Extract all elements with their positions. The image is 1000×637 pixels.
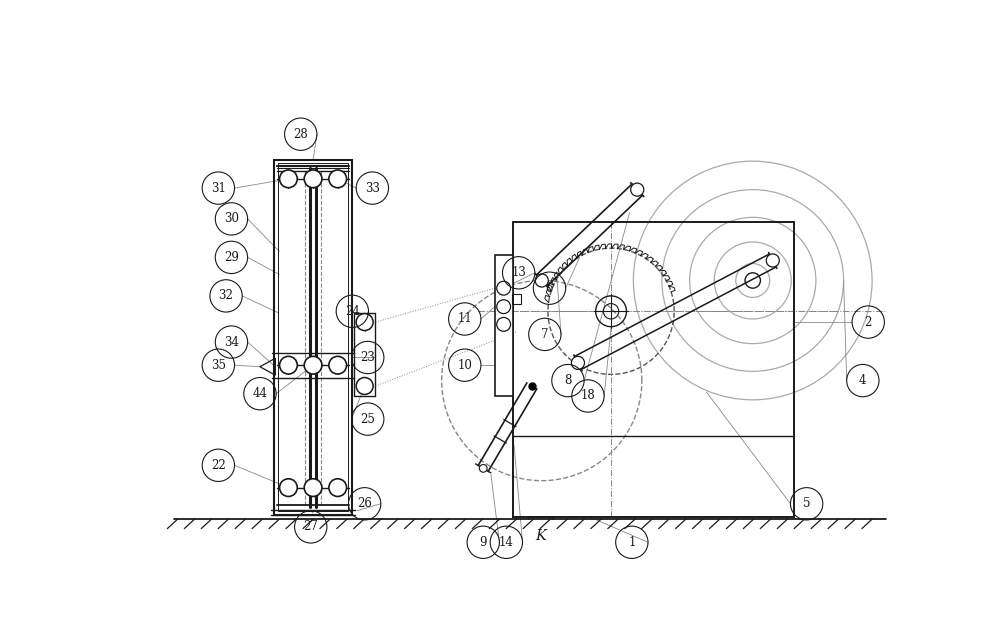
Circle shape xyxy=(571,356,584,369)
Circle shape xyxy=(280,170,297,188)
Circle shape xyxy=(745,273,760,288)
Circle shape xyxy=(280,479,297,496)
Text: K: K xyxy=(536,529,546,543)
Text: 33: 33 xyxy=(365,182,380,194)
Circle shape xyxy=(356,313,373,331)
Text: 2: 2 xyxy=(865,315,872,329)
Circle shape xyxy=(479,464,487,472)
Bar xyxy=(512,294,521,304)
Text: 29: 29 xyxy=(224,251,239,264)
Text: 44: 44 xyxy=(252,387,267,400)
Circle shape xyxy=(356,378,373,394)
Circle shape xyxy=(304,170,322,188)
Text: 28: 28 xyxy=(293,127,308,141)
Text: 1: 1 xyxy=(628,536,636,549)
Text: 7: 7 xyxy=(541,328,549,341)
Bar xyxy=(495,255,512,396)
Text: 10: 10 xyxy=(457,359,472,372)
Text: 22: 22 xyxy=(211,459,226,472)
Text: 6: 6 xyxy=(546,282,553,295)
Circle shape xyxy=(535,274,548,287)
Text: 34: 34 xyxy=(224,336,239,348)
Text: 5: 5 xyxy=(803,497,810,510)
Text: 14: 14 xyxy=(499,536,514,549)
Circle shape xyxy=(280,356,297,374)
Text: 31: 31 xyxy=(211,182,226,194)
Text: 11: 11 xyxy=(457,313,472,326)
Circle shape xyxy=(497,317,511,331)
Text: 26: 26 xyxy=(357,497,372,510)
Text: 8: 8 xyxy=(564,374,572,387)
Bar xyxy=(274,161,352,515)
Circle shape xyxy=(329,170,347,188)
Text: 35: 35 xyxy=(211,359,226,372)
Circle shape xyxy=(497,282,511,295)
Circle shape xyxy=(497,300,511,313)
Circle shape xyxy=(766,254,779,267)
Text: 32: 32 xyxy=(219,289,233,303)
Bar xyxy=(512,222,794,517)
Text: 30: 30 xyxy=(224,212,239,225)
Circle shape xyxy=(304,356,322,374)
Circle shape xyxy=(329,479,347,496)
Text: 25: 25 xyxy=(360,413,375,426)
Text: 24: 24 xyxy=(345,304,360,318)
Text: 13: 13 xyxy=(511,266,526,279)
Bar xyxy=(278,164,348,512)
Text: 23: 23 xyxy=(360,351,375,364)
Circle shape xyxy=(631,183,644,196)
Text: 4: 4 xyxy=(859,374,867,387)
Circle shape xyxy=(304,479,322,496)
Circle shape xyxy=(329,356,347,374)
Text: 27: 27 xyxy=(303,520,318,533)
Text: 9: 9 xyxy=(479,536,487,549)
Text: 18: 18 xyxy=(581,389,595,403)
